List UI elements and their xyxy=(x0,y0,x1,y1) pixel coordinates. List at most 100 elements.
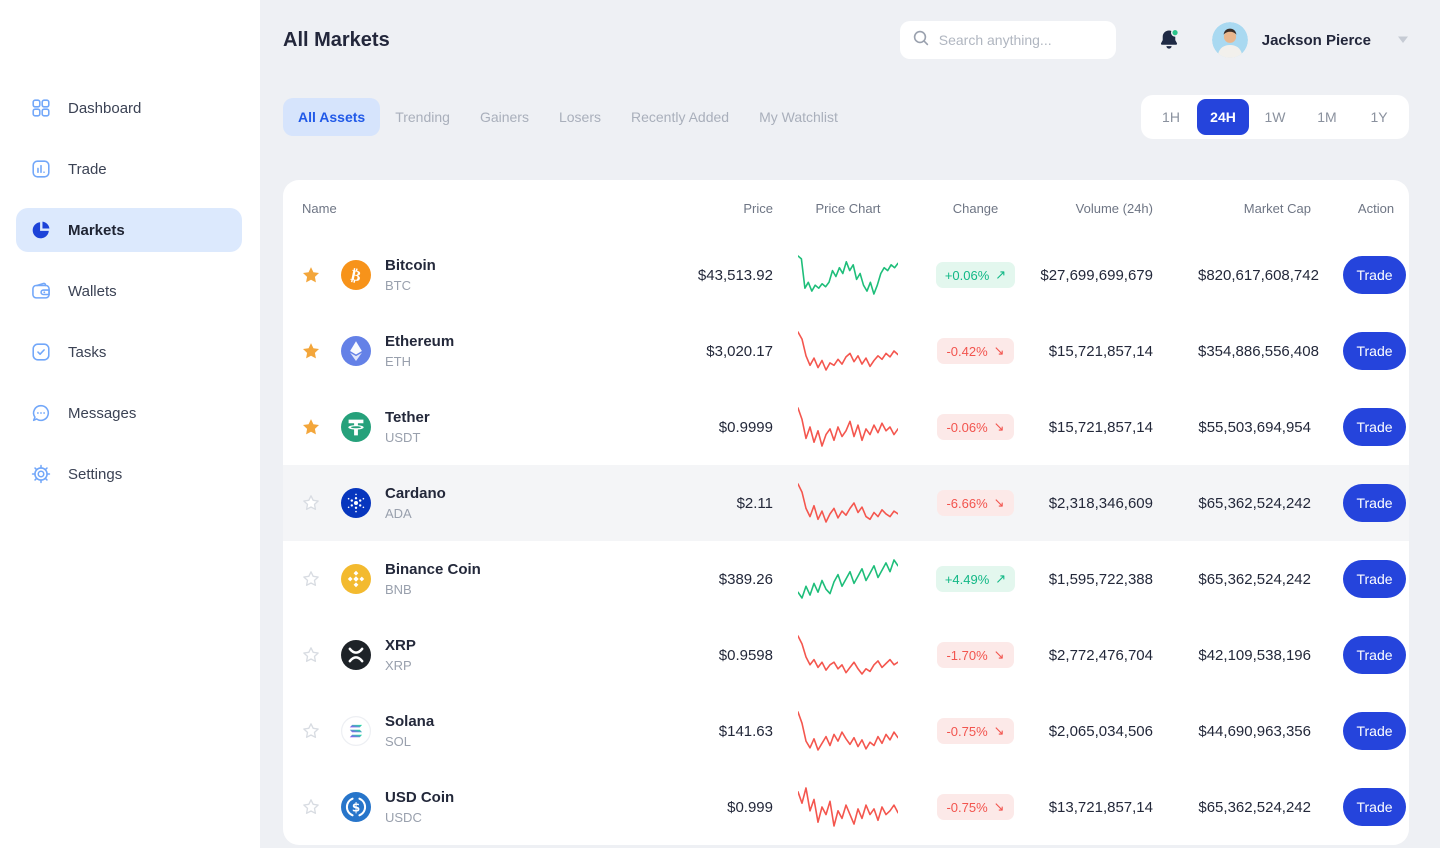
coin-name: Ethereum xyxy=(385,333,455,350)
trade-button[interactable]: Trade xyxy=(1343,408,1406,446)
sidebar-item-wallets[interactable]: Wallets xyxy=(16,269,242,313)
favorite-star[interactable] xyxy=(301,797,321,817)
sidebar-item-settings[interactable]: Settings xyxy=(16,452,242,496)
filters-row: All Assets Trending Gainers Losers Recently … xyxy=(283,95,1409,139)
coin-logo-icon xyxy=(341,716,371,746)
trade-button[interactable]: Trade xyxy=(1343,332,1406,370)
change-value: -0.75% xyxy=(946,799,988,815)
volume: $2,065,034,506 xyxy=(1048,722,1153,740)
asset-tabs: All Assets Trending Gainers Losers Recently … xyxy=(283,98,853,136)
user-menu[interactable]: Jackson Pierce xyxy=(1211,22,1409,58)
trend-arrow-icon: ↗ xyxy=(995,571,1007,586)
coin-name: Cardano xyxy=(385,485,446,502)
change-value: -0.42% xyxy=(946,343,988,359)
timeframe-1w[interactable]: 1W xyxy=(1264,109,1286,125)
trade-button[interactable]: Trade xyxy=(1343,788,1406,826)
change-badge: +0.06% ↗ xyxy=(935,262,1016,288)
change-value: -1.70% xyxy=(946,647,988,663)
favorite-star[interactable] xyxy=(301,265,321,285)
top-bar: All Markets xyxy=(283,21,1409,59)
sidebar-item-label: Tasks xyxy=(68,343,107,361)
trade-button[interactable]: Trade xyxy=(1343,256,1406,294)
table-row: Tether USDT $0.9999 -0.06% ↘ $15,721,857,… xyxy=(283,389,1409,465)
timeframe-1h[interactable]: 1H xyxy=(1162,109,1180,125)
coin-logo-icon xyxy=(341,640,371,670)
sidebar-item-markets[interactable]: Markets xyxy=(16,208,242,252)
trend-arrow-icon: ↗ xyxy=(995,267,1007,282)
topbar-right: Jackson Pierce xyxy=(899,21,1409,59)
tab-trending[interactable]: Trending xyxy=(395,109,450,125)
table-row: Ethereum ETH $3,020.17 -0.42% ↘ $15,721,8… xyxy=(283,313,1409,389)
sidebar-item-messages[interactable]: Messages xyxy=(16,391,242,435)
favorite-star[interactable] xyxy=(301,341,321,361)
favorite-star[interactable] xyxy=(301,417,321,437)
wallets-icon xyxy=(30,280,52,302)
trade-button[interactable]: Trade xyxy=(1343,484,1406,522)
change-value: -0.75% xyxy=(946,723,988,739)
table-header-row: Name Price Price Chart Change Volume (24h) Ma… xyxy=(283,180,1409,237)
column-header-action: Action xyxy=(1357,201,1395,216)
column-header-market-cap: Market Cap xyxy=(1243,201,1311,216)
table-row: Solana SOL $141.63 -0.75% ↘ $2,065,034,50… xyxy=(283,693,1409,769)
coin-logo-icon xyxy=(341,564,371,594)
settings-icon xyxy=(30,463,52,485)
coin-name: XRP xyxy=(385,637,416,654)
favorite-star[interactable] xyxy=(301,493,321,513)
change-badge: +4.49% ↗ xyxy=(935,566,1016,592)
trend-arrow-icon: ↘ xyxy=(993,647,1005,662)
svg-text:$: $ xyxy=(352,800,360,814)
timeframe-1y[interactable]: 1Y xyxy=(1370,109,1388,125)
markets-table: Name Price Price Chart Change Volume (24h) Ma… xyxy=(283,180,1409,845)
column-header-volume-24h-: Volume (24h) xyxy=(1075,201,1153,216)
sparkline-chart xyxy=(773,481,923,525)
market-cap: $65,362,524,242 xyxy=(1198,494,1311,512)
trend-arrow-icon: ↘ xyxy=(993,495,1005,510)
trade-button[interactable]: Trade xyxy=(1343,560,1406,598)
sidebar-item-dashboard[interactable]: Dashboard xyxy=(16,86,242,130)
coin-symbol: BNB xyxy=(385,582,412,597)
sidebar-item-label: Markets xyxy=(68,221,125,239)
change-badge: -0.42% ↘ xyxy=(937,338,1014,364)
coin-logo-icon xyxy=(341,488,371,518)
search-input[interactable] xyxy=(938,32,1104,48)
coin-logo-icon: ₿ xyxy=(341,260,371,290)
trend-arrow-icon: ↘ xyxy=(993,419,1005,434)
favorite-star[interactable] xyxy=(301,569,321,589)
trade-button[interactable]: Trade xyxy=(1343,712,1406,750)
sparkline-chart xyxy=(773,329,923,373)
tab-recently-added[interactable]: Recently Added xyxy=(631,109,730,125)
sparkline-chart xyxy=(773,785,923,829)
avatar[interactable] xyxy=(1211,22,1248,58)
tab-all-assets[interactable]: All Assets xyxy=(283,98,381,136)
coin-logo-icon: $ xyxy=(341,792,371,822)
timeframe-24h[interactable]: 24H xyxy=(1197,99,1249,135)
sidebar-item-tasks[interactable]: Tasks xyxy=(16,330,242,374)
main-area: All Markets xyxy=(260,0,1440,848)
table-row: ₿ Bitcoin BTC $43,513.92 +0.06% ↗ $27,699… xyxy=(283,237,1409,313)
sparkline-chart xyxy=(773,709,923,753)
coin-name: Bitcoin xyxy=(385,257,436,274)
tab-my-watchlist[interactable]: My Watchlist xyxy=(759,109,838,125)
volume: $15,721,857,14 xyxy=(1048,342,1153,360)
svg-text:₿: ₿ xyxy=(349,266,363,286)
favorite-star[interactable] xyxy=(301,645,321,665)
coin-name: Binance Coin xyxy=(385,561,481,578)
market-cap: $42,109,538,196 xyxy=(1198,646,1311,664)
trend-arrow-icon: ↘ xyxy=(993,723,1005,738)
tasks-icon xyxy=(30,341,52,363)
volume: $2,318,346,609 xyxy=(1048,494,1153,512)
coin-symbol: SOL xyxy=(385,734,412,749)
price: $0.9598 xyxy=(718,646,773,664)
market-cap: $820,617,608,742 xyxy=(1198,266,1319,284)
volume: $27,699,699,679 xyxy=(1040,266,1153,284)
notification-bell-icon[interactable] xyxy=(1156,27,1182,53)
tab-gainers[interactable]: Gainers xyxy=(479,109,529,125)
timeframe-1m[interactable]: 1M xyxy=(1317,109,1337,125)
search-box[interactable] xyxy=(899,21,1116,59)
change-value: +4.49% xyxy=(944,571,990,587)
sidebar-item-trade[interactable]: Trade xyxy=(16,147,242,191)
tab-losers[interactable]: Losers xyxy=(558,109,601,125)
favorite-star[interactable] xyxy=(301,721,321,741)
trade-button[interactable]: Trade xyxy=(1343,636,1406,674)
sparkline-chart xyxy=(773,253,923,297)
